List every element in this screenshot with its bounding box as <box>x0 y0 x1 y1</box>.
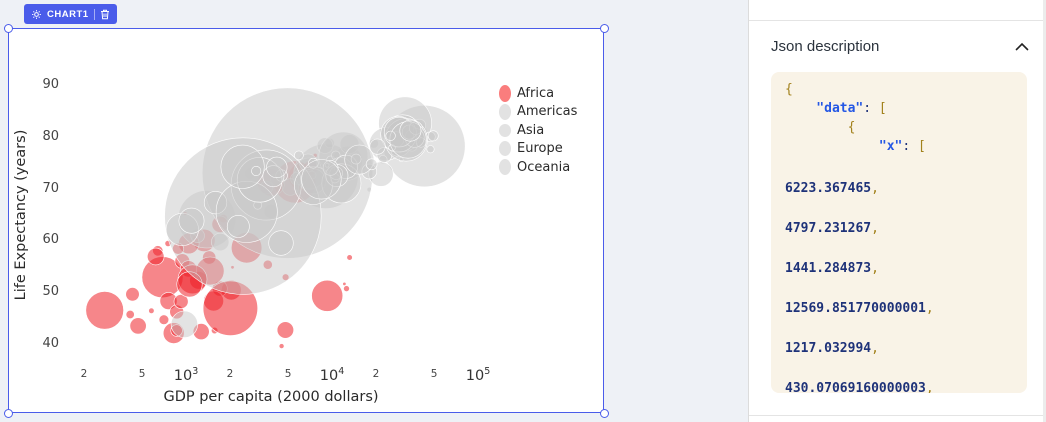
x-tick-minor-label: 2 <box>226 368 234 380</box>
legend-item-africa[interactable]: Africa <box>499 84 577 103</box>
y-tick-label: 90 <box>42 77 59 92</box>
x-tick-minor-label: 5 <box>138 368 146 380</box>
legend-label: Americas <box>517 104 578 120</box>
code-value-line: 1441.284873, <box>785 261 879 276</box>
y-tick-label: 50 <box>42 284 59 300</box>
resize-handle-top-right[interactable] <box>599 23 609 33</box>
code-line: "x": [ <box>878 139 926 154</box>
panel-bottom-divider <box>749 415 1046 416</box>
code-value-line: 12569.851770000001, <box>785 301 934 316</box>
x-tick-minor-label: 5 <box>284 368 292 380</box>
design-canvas[interactable]: CHART1 90 80 70 60 50 40 2 5 2 5 2 5 103 104 105 GDP … <box>0 0 748 422</box>
chart-tab-badge[interactable]: CHART1 <box>24 4 117 24</box>
legend-label: Oceania <box>517 159 571 175</box>
code-line: "data": [ <box>816 101 887 116</box>
code-line: { <box>847 120 856 135</box>
trash-icon[interactable] <box>100 9 110 20</box>
chevron-up-icon[interactable] <box>1015 42 1029 51</box>
resize-handle-top-left[interactable] <box>3 23 13 33</box>
json-description-section-header[interactable]: Json description <box>771 38 1029 55</box>
legend-item-oceania[interactable]: Oceania <box>499 158 577 177</box>
y-tick-label: 70 <box>42 180 59 196</box>
chart-badge-label: CHART1 <box>47 8 89 20</box>
y-tick-label: 40 <box>42 336 59 351</box>
x-tick-major-label: 105 <box>465 366 491 384</box>
section-title: Json description <box>771 38 880 55</box>
legend-label: Africa <box>517 85 555 101</box>
code-value-line: 1217.032994, <box>785 341 879 356</box>
resize-handle-bottom-right[interactable] <box>599 408 609 418</box>
code-line: { <box>785 82 793 97</box>
x-axis-title: GDP per capita (2000 dollars) <box>163 389 379 405</box>
bubble-plot[interactable] <box>9 29 605 414</box>
x-tick-minor-label: 2 <box>372 368 380 380</box>
x-tick-major-label: 104 <box>319 366 345 384</box>
resize-handle-bottom-left[interactable] <box>3 408 13 418</box>
code-value-line: 430.07069160000003, <box>785 381 934 394</box>
code-value-line: 4797.231267, <box>785 221 879 236</box>
legend-marker <box>499 159 511 176</box>
x-tick-minor-label: 2 <box>80 368 88 380</box>
json-code-block: { "data": [ { "x": [ 6223.367465, 4797.231267… <box>771 72 1027 393</box>
y-tick-label: 80 <box>42 128 59 144</box>
y-tick-label: 60 <box>42 232 59 248</box>
properties-panel: Json description { "data": [ { "x": [ 6223.3… <box>748 0 1046 422</box>
legend-marker <box>499 103 511 120</box>
panel-top-divider <box>749 20 1046 21</box>
legend-marker <box>499 84 511 102</box>
badge-divider <box>93 8 95 20</box>
legend-label: Asia <box>517 122 545 138</box>
panel-right-edge <box>1043 0 1046 422</box>
legend-marker <box>499 123 511 137</box>
legend-item-asia[interactable]: Asia <box>499 121 577 140</box>
legend-item-europe[interactable]: Europe <box>499 140 577 159</box>
x-tick-major-label: 103 <box>173 366 199 384</box>
code-value-line: 6223.367465, <box>785 181 879 196</box>
legend-marker <box>499 141 511 157</box>
chart-widget-card[interactable]: 90 80 70 60 50 40 2 5 2 5 2 5 103 104 105 GDP per cap… <box>8 28 604 413</box>
legend-item-americas[interactable]: Americas <box>499 103 577 122</box>
legend-label: Europe <box>517 141 563 157</box>
gear-icon[interactable] <box>31 9 42 20</box>
y-axis-title: Life Expectancy (years) <box>13 129 29 301</box>
x-tick-minor-label: 5 <box>430 368 438 380</box>
chart-legend: Africa Americas Asia Europe Oceania <box>499 84 577 177</box>
